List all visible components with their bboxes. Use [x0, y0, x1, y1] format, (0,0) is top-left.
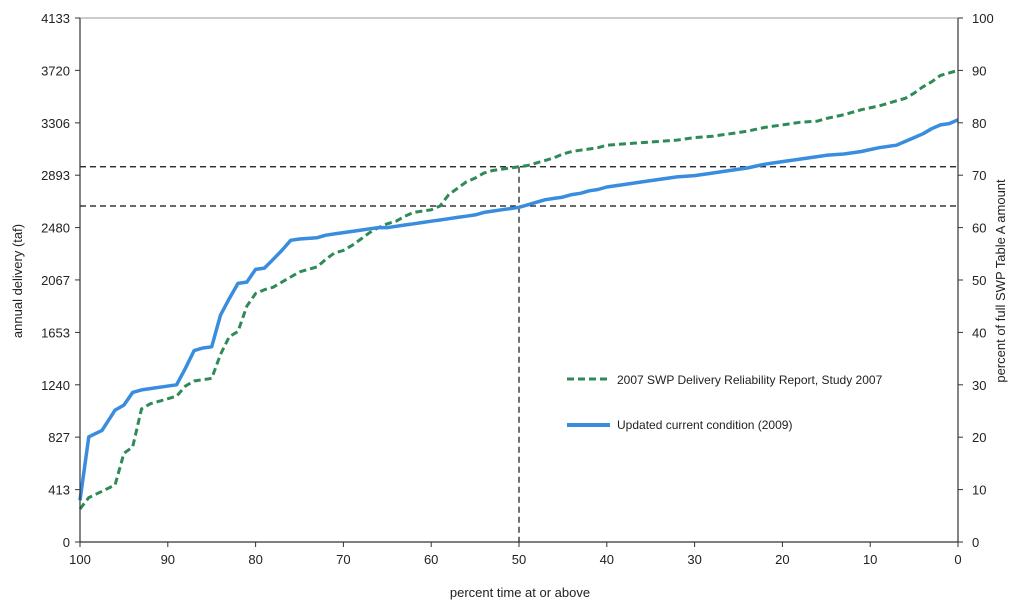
- x-tick-label: 50: [512, 552, 526, 567]
- y-right-tick-label: 90: [972, 63, 986, 78]
- y-right-tick-label: 100: [972, 11, 994, 26]
- y-left-tick-label: 1653: [41, 325, 70, 340]
- x-tick-label: 80: [248, 552, 262, 567]
- y-left-tick-label: 2893: [41, 168, 70, 183]
- x-tick-label: 70: [336, 552, 350, 567]
- y-right-tick-label: 70: [972, 168, 986, 183]
- y-left-tick-label: 3306: [41, 116, 70, 131]
- x-tick-label: 20: [775, 552, 789, 567]
- y-left-tick-label: 2480: [41, 221, 70, 236]
- x-tick-label: 60: [424, 552, 438, 567]
- y-left-tick-label: 0: [63, 535, 70, 550]
- y-axis-left-label: annual delivery (taf): [10, 224, 25, 338]
- y-right-tick-label: 50: [972, 273, 986, 288]
- legend-label-2007: 2007 SWP Delivery Reliability Report, St…: [617, 373, 883, 387]
- x-tick-label: 40: [600, 552, 614, 567]
- y-left-tick-label: 2067: [41, 273, 70, 288]
- y-right-tick-label: 40: [972, 325, 986, 340]
- legend: 2007 SWP Delivery Reliability Report, St…: [567, 373, 883, 432]
- y-right-tick-label: 20: [972, 430, 986, 445]
- y-right-tick-label: 0: [972, 535, 979, 550]
- y-left-tick-label: 827: [48, 430, 70, 445]
- x-axis-label: percent time at or above: [450, 585, 590, 600]
- y-left-tick-label: 413: [48, 483, 70, 498]
- y-right-tick-label: 60: [972, 221, 986, 236]
- x-tick-label: 10: [863, 552, 877, 567]
- series-line-0: [78, 68, 959, 510]
- y-left-tick-label: 1240: [41, 378, 70, 393]
- y-right-tick-label: 80: [972, 116, 986, 131]
- y-right-tick-label: 10: [972, 483, 986, 498]
- legend-label-2009: Updated current condition (2009): [617, 418, 792, 432]
- x-tick-label: 0: [954, 552, 961, 567]
- x-tick-label: 30: [687, 552, 701, 567]
- series-line-1: [78, 118, 959, 501]
- x-tick-label: 100: [69, 552, 91, 567]
- y-left-tick-label: 4133: [41, 11, 70, 26]
- y-axis-right-label: percent of full SWP Table A amount: [993, 179, 1008, 383]
- x-tick-label: 90: [161, 552, 175, 567]
- y-left-tick-label: 3720: [41, 63, 70, 78]
- y-right-tick-label: 30: [972, 378, 986, 393]
